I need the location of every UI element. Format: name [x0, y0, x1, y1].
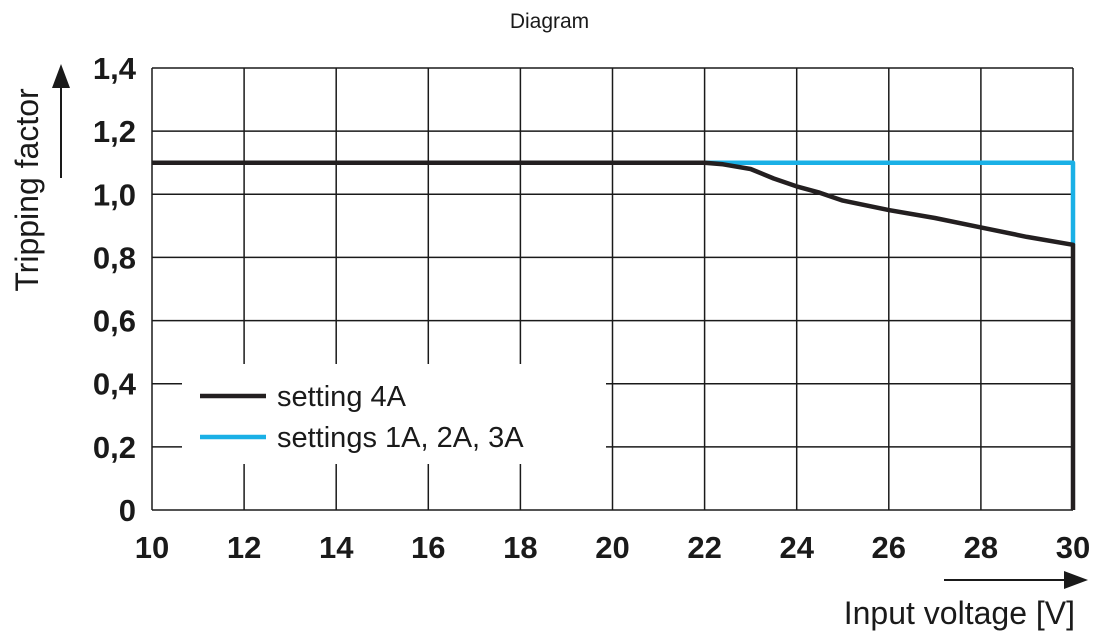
y-tick-label-1: 0,2 [93, 430, 136, 465]
x-tick-label-8: 26 [872, 530, 906, 565]
y-tick-label-2: 0,4 [93, 367, 137, 402]
x-axis-label: Input voltage [V] [844, 595, 1075, 631]
x-tick-label-1: 12 [227, 530, 261, 565]
legend-label-1: settings 1A, 2A, 3A [277, 422, 524, 454]
y-axis-label: Tripping factor [9, 88, 45, 292]
x-tick-labels: 10 12 14 16 18 20 22 24 26 28 30 [135, 530, 1090, 565]
chart-series [152, 160, 1076, 510]
series-line-1 [152, 160, 1076, 510]
x-tick-label-5: 20 [595, 530, 629, 565]
x-axis-arrow [944, 571, 1088, 589]
y-tick-label-3: 0,6 [93, 304, 136, 339]
x-tick-label-0: 10 [135, 530, 169, 565]
x-tick-label-2: 14 [319, 530, 354, 565]
y-tick-label-7: 1,4 [93, 51, 137, 86]
x-tick-label-3: 16 [411, 530, 445, 565]
x-tick-label-9: 28 [964, 530, 998, 565]
y-tick-labels: 0 0,2 0,4 0,6 0,8 1,0 1,2 1,4 [93, 51, 137, 528]
x-tick-label-10: 30 [1056, 530, 1090, 565]
y-tick-label-0: 0 [119, 493, 136, 528]
legend-label-0: setting 4A [277, 381, 407, 413]
legend-box [182, 364, 606, 464]
x-tick-label-7: 24 [779, 530, 814, 565]
x-tick-label-4: 18 [503, 530, 537, 565]
x-tick-label-6: 22 [687, 530, 721, 565]
y-axis-arrow [52, 64, 70, 178]
legend: setting 4A settings 1A, 2A, 3A [200, 381, 524, 454]
y-tick-label-4: 0,8 [93, 240, 136, 275]
y-tick-label-6: 1,2 [93, 114, 136, 149]
y-tick-label-5: 1,0 [93, 177, 136, 212]
page-title: Diagram [509, 10, 590, 33]
